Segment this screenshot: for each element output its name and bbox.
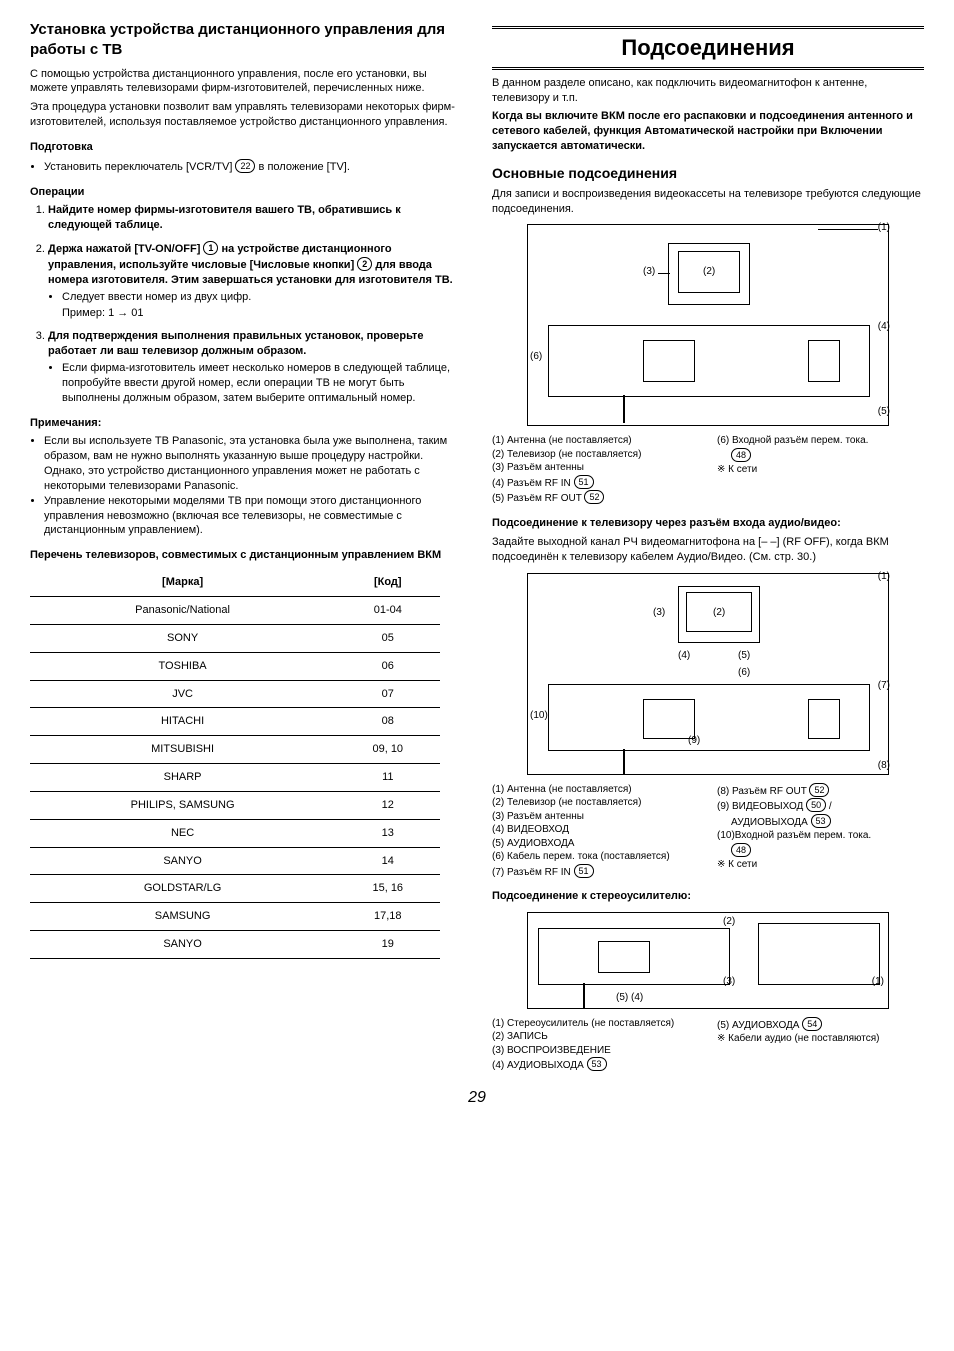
legend-2: (1) Антенна (не поставляется) (2) Телеви… bbox=[492, 783, 924, 880]
table-row: SANYO19 bbox=[30, 931, 440, 959]
ref-1: 1 bbox=[203, 241, 218, 255]
left-title: Установка устройства дистанционного упра… bbox=[30, 20, 462, 61]
diagram-stereo-connection: (2) (3) (1) (5) (4) bbox=[527, 912, 889, 1009]
right-column: Подсоединения В данном разделе описано, … bbox=[492, 20, 924, 1073]
ref-2: 2 bbox=[357, 257, 372, 271]
table-row: HITACHI08 bbox=[30, 708, 440, 736]
diagram-av-connection: (1) (2) (3) (4) (5) (6) (7) (8) (9) (10) bbox=[527, 573, 889, 775]
table-row: GOLDSTAR/LG15, 16 bbox=[30, 875, 440, 903]
right-title: Подсоединения bbox=[492, 26, 924, 70]
sec1-heading: Основные подсоединения bbox=[492, 164, 924, 183]
ops-list: Найдите номер фирмы-изготовителя вашего … bbox=[30, 203, 462, 405]
table-heading: Перечень телевизоров, совместимых с дист… bbox=[30, 548, 462, 563]
left-intro1: С помощью устройства дистанционного упра… bbox=[30, 67, 462, 97]
sec3-heading: Подсоединение к стереоусилителю: bbox=[492, 889, 924, 904]
prep-heading: Подготовка bbox=[30, 140, 462, 155]
diagram-basic-connection: (1) (2) (3) (4) (5) (6) bbox=[527, 224, 889, 426]
table-row: SHARP11 bbox=[30, 764, 440, 792]
table-row: JVC07 bbox=[30, 680, 440, 708]
sec2-heading: Подсоединение к телевизору через разъём … bbox=[492, 516, 924, 531]
prep-bullet: Установить переключатель [VCR/TV] 22 в п… bbox=[44, 159, 462, 175]
brand-table: [Марка] [Код] Panasonic/National01-04SON… bbox=[30, 569, 440, 959]
table-row: SAMSUNG17,18 bbox=[30, 903, 440, 931]
table-row: MITSUBISHI09, 10 bbox=[30, 736, 440, 764]
page-number: 29 bbox=[30, 1087, 924, 1109]
table-row: Panasonic/National01-04 bbox=[30, 596, 440, 624]
ref-22: 22 bbox=[235, 159, 255, 173]
table-row: SONY05 bbox=[30, 624, 440, 652]
left-intro2: Эта процедура установки позволит вам упр… bbox=[30, 100, 462, 130]
left-column: Установка устройства дистанционного упра… bbox=[30, 20, 462, 1073]
table-row: PHILIPS, SAMSUNG12 bbox=[30, 791, 440, 819]
table-row: TOSHIBA06 bbox=[30, 652, 440, 680]
table-row: NEC13 bbox=[30, 819, 440, 847]
ops-heading: Операции bbox=[30, 185, 462, 200]
table-row: SANYO14 bbox=[30, 847, 440, 875]
legend-3: (1) Стереоусилитель (не поставляется) (2… bbox=[492, 1017, 924, 1073]
legend-1: (1) Антенна (не поставляется) (2) Телеви… bbox=[492, 434, 924, 506]
notes-heading: Примечания: bbox=[30, 416, 462, 431]
